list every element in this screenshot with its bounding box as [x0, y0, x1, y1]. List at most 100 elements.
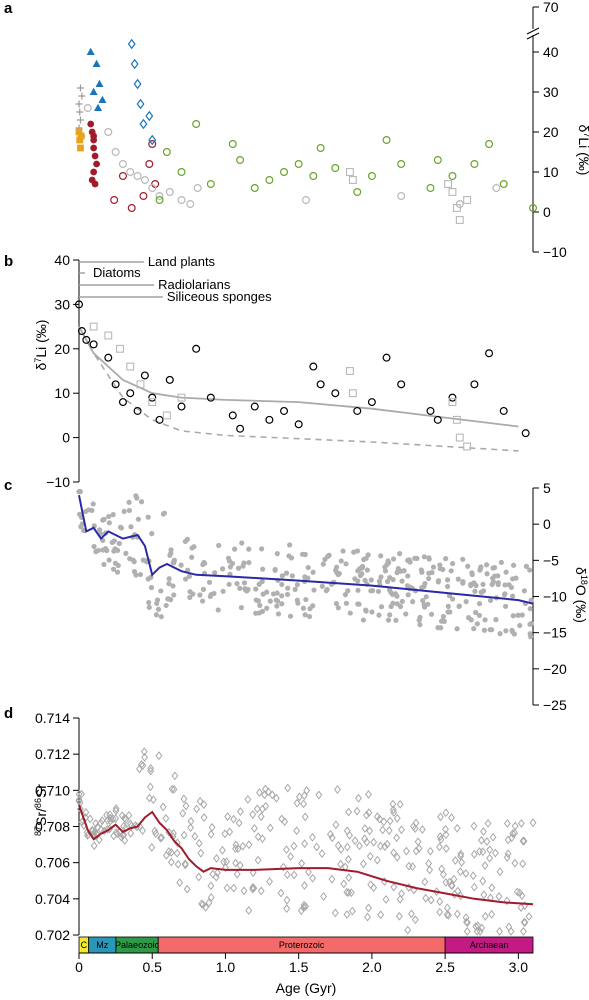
panel-d-point [220, 857, 228, 867]
panel-d-point [373, 855, 381, 865]
panel-d-point [443, 910, 451, 919]
panel-d-point [426, 865, 434, 875]
panel-c-point [527, 606, 533, 612]
panel-c-point [503, 569, 509, 575]
panel-c-point [184, 536, 191, 542]
panel-d-point [518, 891, 526, 901]
panel-a-point [77, 144, 84, 152]
panel-c-point [384, 578, 391, 585]
panel-d-point [230, 883, 238, 893]
panel-d-point [283, 895, 291, 905]
panel-c-point [440, 566, 446, 573]
panel-c-point [246, 559, 252, 566]
panel-c-point [260, 566, 266, 572]
panel-c-point [109, 539, 115, 546]
panel-b-point [463, 442, 472, 451]
panel-c-point [212, 570, 218, 576]
panel-d-point [162, 850, 170, 860]
panel-d-point [197, 848, 205, 858]
panel-a-point [118, 160, 127, 169]
panel-d-point [152, 829, 160, 839]
panel-c-point [435, 625, 441, 631]
panel-c-point [264, 605, 270, 611]
panel-a-point [110, 196, 119, 205]
panel-c-point [397, 551, 403, 557]
panel-a-point [140, 176, 149, 185]
panel-d-point [254, 832, 262, 842]
panel-d-point [412, 846, 420, 856]
panel-c-point [82, 508, 89, 515]
panel-d-point [320, 892, 328, 901]
panel-c-point [476, 612, 483, 619]
panel-a-point [76, 136, 84, 144]
panel-c-point [253, 597, 259, 603]
panel-b-point [331, 389, 340, 398]
panel-c-point [390, 600, 396, 606]
panel-c-point [101, 516, 107, 522]
panel-c-point [390, 556, 397, 562]
panel-c-point [338, 558, 344, 564]
panel-d-point [223, 883, 231, 893]
panel-d-point [463, 917, 470, 927]
panel-b-point [470, 380, 479, 389]
panel-b-point [452, 415, 461, 424]
panel-d-point [82, 808, 90, 817]
panel-c: −25 −20 −15 −10 −5 0 5 [76, 480, 567, 713]
panel-d-point [445, 910, 452, 920]
panel-c-point [410, 599, 416, 605]
panel-d-point [76, 804, 84, 814]
panel-b-dashed-trend [78, 326, 519, 452]
panel-c-point [495, 580, 501, 586]
panel-d-point [448, 813, 456, 823]
panel-d-point [393, 852, 401, 862]
panel-a-point [148, 134, 157, 146]
panel-d-point [519, 836, 527, 846]
panel-d-point [262, 801, 270, 811]
panel-d-point [78, 789, 85, 799]
panel-d-point [457, 849, 465, 859]
panel-c-point [450, 596, 456, 602]
panel-d-y-tick-label: 0.712 [35, 746, 70, 762]
panel-d-point [503, 853, 511, 862]
panel-d-point [385, 826, 393, 835]
panel-d-point [331, 908, 339, 918]
panel-c-point [101, 561, 107, 568]
panel-c-point [130, 557, 136, 563]
panel-c-point [310, 569, 316, 575]
panel-b-point [382, 353, 391, 362]
panel-a-point [111, 148, 120, 157]
panel-d-point [484, 819, 492, 828]
panel-c-point [117, 524, 124, 530]
panel-c-point [343, 561, 349, 567]
panel-c-point [376, 612, 382, 618]
panel-d-point [433, 887, 441, 896]
panel-b-point [118, 398, 127, 407]
panel-b-point [192, 344, 201, 353]
panel-a-point [94, 103, 103, 111]
panel-c-point [163, 602, 169, 609]
panel-d-point [486, 845, 494, 855]
panel-d-point [529, 818, 537, 828]
panel-d-point [277, 888, 285, 898]
panel-b-point [89, 340, 98, 349]
panel-d-point [209, 869, 217, 879]
panel-c-point [421, 583, 427, 590]
panel-d-point [340, 879, 348, 889]
panel-a-point [345, 168, 354, 176]
panel-d-point [297, 906, 305, 916]
panel-d-point [437, 835, 445, 844]
panel-d-point [390, 808, 398, 817]
panel-d-point [505, 922, 513, 932]
panel-d-point [453, 823, 461, 833]
panel-d-point [346, 830, 353, 840]
panel-d-point [113, 829, 121, 839]
panel-c-point [274, 603, 280, 609]
panel-c-point [435, 579, 441, 585]
panel-c-point [375, 588, 382, 595]
panel-d-point [507, 926, 515, 936]
panel-c-point [417, 622, 423, 628]
panel-c-point [463, 599, 469, 605]
panel-c-point [405, 592, 411, 598]
panel-a-point [162, 148, 171, 157]
panel-d-point [284, 783, 292, 793]
